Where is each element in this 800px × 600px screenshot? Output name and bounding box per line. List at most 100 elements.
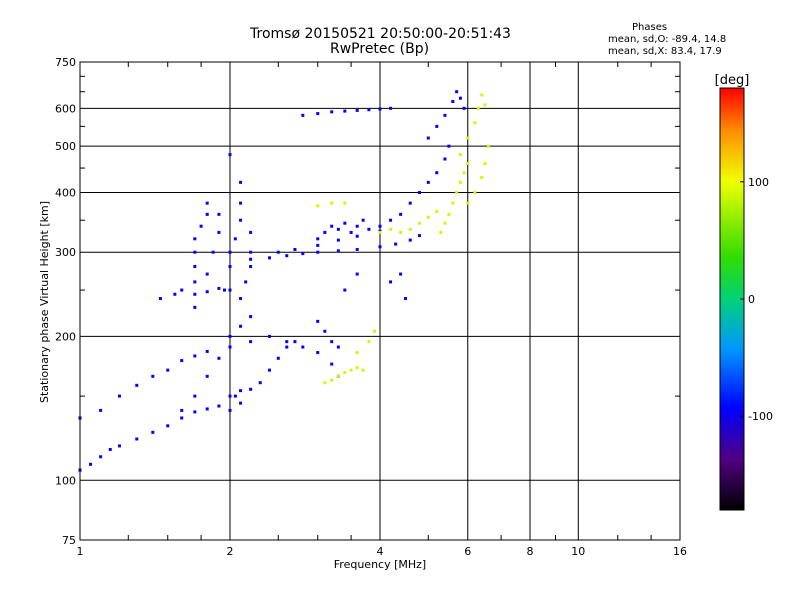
data-point-o: [239, 297, 243, 301]
data-point-o: [228, 408, 232, 412]
colorbar-tick-label: -100: [748, 410, 773, 423]
data-point-o: [417, 234, 421, 238]
data-point-o: [228, 265, 232, 269]
grid-lines: [80, 62, 680, 540]
data-point-x: [473, 190, 477, 194]
x-tick-label: 2: [227, 545, 234, 558]
data-point-o: [193, 292, 197, 296]
data-point-o: [316, 112, 320, 116]
data-point-o: [89, 462, 93, 466]
data-point-x: [483, 103, 487, 107]
data-point-o: [228, 250, 232, 254]
data-point-o: [249, 387, 253, 391]
data-point-x: [466, 201, 470, 205]
data-point-x: [336, 374, 340, 378]
data-point-o: [205, 272, 209, 276]
data-point-o: [336, 227, 340, 231]
data-point-o: [355, 234, 359, 238]
data-point-o: [228, 288, 232, 292]
data-point-o: [223, 288, 227, 292]
data-point-o: [217, 356, 221, 360]
data-point-o: [244, 280, 248, 284]
plot-frame: [79, 61, 681, 541]
data-point-x: [378, 230, 382, 234]
data-point-o: [135, 383, 139, 387]
colorbar-tick-label: 0: [748, 293, 755, 306]
data-points: [78, 90, 490, 472]
data-point-o: [323, 230, 327, 234]
x-axis-label: Frequency [MHz]: [334, 558, 426, 571]
data-point-o: [285, 254, 289, 258]
data-point-o: [249, 250, 253, 254]
data-point-x: [443, 221, 447, 225]
x-tick-label: 16: [673, 545, 687, 558]
data-point-x: [486, 144, 490, 148]
data-point-o: [389, 106, 393, 110]
data-point-x: [323, 381, 327, 385]
data-point-o: [193, 305, 197, 309]
data-point-o: [205, 407, 209, 411]
data-point-o: [399, 272, 403, 276]
data-point-o: [301, 252, 305, 256]
axis-ticks: 1 2 4 6 8 10 16 75 100 200 300 400 500 600 750: [55, 56, 687, 558]
data-point-o: [158, 297, 162, 301]
data-point-x: [330, 201, 334, 205]
phase-stats-x: mean, sd,X: 83.4, 17.9: [608, 46, 722, 57]
data-point-o: [316, 351, 320, 355]
data-point-o: [117, 394, 121, 398]
y-tick-label: 300: [55, 246, 76, 259]
data-point-o: [389, 280, 393, 284]
data-point-o: [151, 374, 155, 378]
data-point-o: [117, 444, 121, 448]
y-axis-label: Stationary phase Virtual Height [km]: [38, 201, 51, 403]
data-point-o: [367, 108, 371, 112]
data-point-o: [408, 238, 412, 242]
data-point-o: [193, 250, 197, 254]
x-tick-label: 10: [571, 545, 585, 558]
data-point-x: [426, 215, 430, 219]
data-point-o: [394, 242, 398, 246]
phase-stats-o: mean, sd,O: -89.4, 14.8: [608, 34, 727, 45]
data-point-x: [330, 378, 334, 382]
data-point-o: [435, 171, 439, 175]
data-point-o: [285, 340, 289, 344]
data-point-x: [316, 204, 320, 208]
data-point-o: [330, 340, 334, 344]
y-tick-label: 100: [55, 474, 76, 487]
data-point-o: [330, 362, 334, 366]
data-point-o: [180, 288, 184, 292]
data-point-o: [267, 334, 271, 338]
data-point-o: [458, 96, 462, 100]
data-point-o: [285, 345, 289, 349]
data-point-o: [276, 356, 280, 360]
data-point-o: [239, 324, 243, 328]
data-point-o: [249, 340, 253, 344]
data-point-x: [458, 153, 462, 157]
data-point-o: [239, 401, 243, 405]
data-point-o: [151, 430, 155, 434]
data-point-o: [249, 315, 253, 319]
data-point-o: [455, 90, 459, 94]
data-point-o: [193, 354, 197, 358]
data-point-x: [451, 201, 455, 205]
data-point-x: [355, 366, 359, 370]
data-point-o: [249, 230, 253, 234]
data-point-o: [293, 247, 297, 251]
y-tick-label: 200: [55, 330, 76, 343]
data-point-o: [239, 218, 243, 222]
data-point-x: [473, 121, 477, 125]
data-point-o: [267, 368, 271, 372]
y-tick-label: 75: [62, 534, 76, 547]
data-point-o: [316, 237, 320, 241]
data-point-o: [228, 334, 232, 338]
data-point-o: [228, 394, 232, 398]
data-point-o: [443, 157, 447, 161]
data-point-o: [316, 319, 320, 323]
data-point-o: [205, 349, 209, 353]
data-point-x: [361, 368, 365, 372]
data-point-o: [267, 256, 271, 260]
data-point-o: [205, 201, 209, 205]
x-tick-label: 6: [464, 545, 471, 558]
data-point-o: [205, 212, 209, 216]
